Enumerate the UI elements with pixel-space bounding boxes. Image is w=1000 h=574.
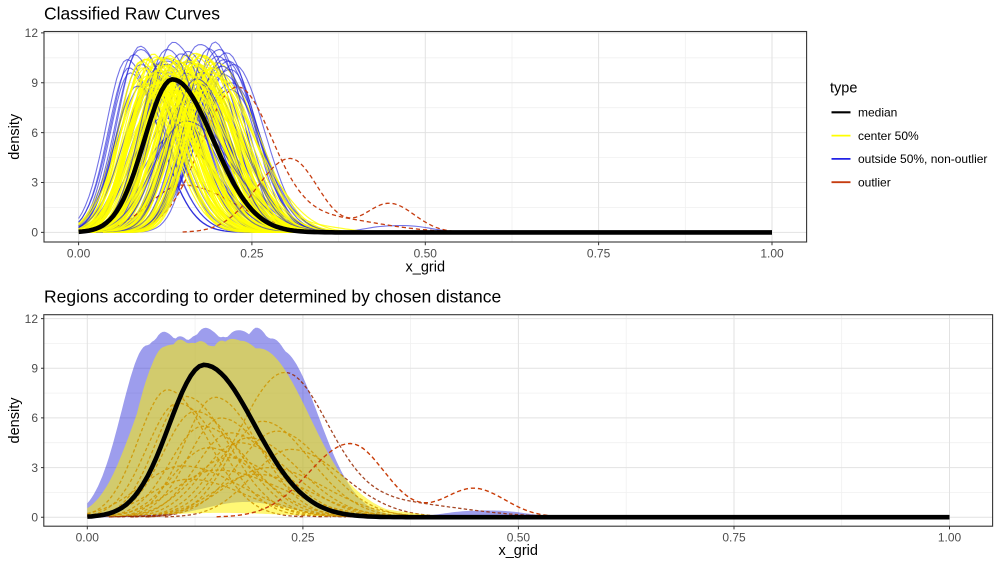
svg-text:0.00: 0.00 [67,247,91,261]
svg-text:0.75: 0.75 [587,247,611,261]
svg-text:3: 3 [31,176,38,190]
svg-text:0.50: 0.50 [507,531,531,545]
svg-text:1.00: 1.00 [760,247,784,261]
svg-text:6: 6 [31,126,38,140]
svg-text:type: type [830,81,857,97]
svg-text:Classified Raw Curves: Classified Raw Curves [44,4,220,24]
svg-text:outside 50%, non-outlier: outside 50%, non-outlier [858,152,987,166]
svg-text:0.00: 0.00 [76,531,100,545]
svg-text:outlier: outlier [858,176,891,190]
svg-text:density: density [7,113,23,160]
svg-text:9: 9 [31,361,38,375]
svg-text:x_grid: x_grid [498,543,538,559]
svg-text:0.25: 0.25 [291,531,315,545]
svg-text:density: density [7,397,23,444]
svg-text:0.75: 0.75 [722,531,746,545]
svg-text:Regions according to order det: Regions according to order determined by… [44,287,501,307]
svg-text:12: 12 [25,26,39,40]
svg-text:0.50: 0.50 [414,247,438,261]
svg-text:x_grid: x_grid [406,260,446,276]
svg-text:1.00: 1.00 [938,531,962,545]
svg-text:0: 0 [31,226,38,240]
svg-text:0: 0 [31,510,38,524]
svg-text:12: 12 [25,312,39,326]
svg-text:9: 9 [31,76,38,90]
svg-text:center 50%: center 50% [858,129,919,143]
svg-text:6: 6 [31,411,38,425]
svg-text:0.25: 0.25 [240,247,264,261]
svg-text:3: 3 [31,461,38,475]
svg-text:median: median [858,106,897,120]
